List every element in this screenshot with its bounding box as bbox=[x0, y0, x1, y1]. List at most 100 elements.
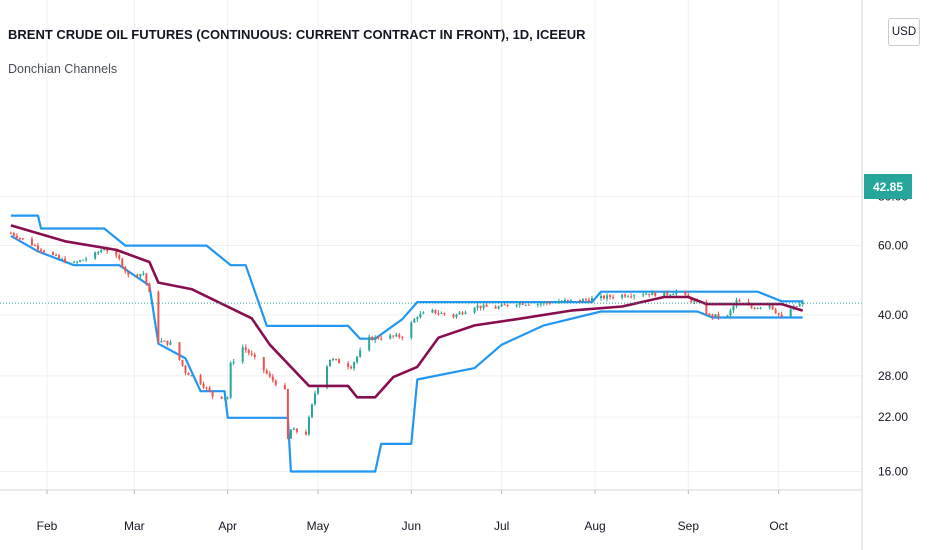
candle-body bbox=[58, 255, 61, 259]
candle-body bbox=[389, 335, 392, 339]
candle-body bbox=[693, 300, 696, 302]
candle-body bbox=[202, 383, 205, 388]
x-tick-label: Apr bbox=[218, 519, 237, 533]
candle-body bbox=[566, 299, 569, 301]
candle-body bbox=[39, 249, 42, 251]
indicator-legend-donchian[interactable]: Donchian Channels bbox=[8, 62, 118, 76]
candle-body bbox=[163, 340, 166, 342]
candle-body bbox=[184, 365, 187, 373]
currency-button[interactable]: USD bbox=[888, 18, 920, 46]
candle-body bbox=[15, 235, 18, 239]
candle-body bbox=[208, 387, 211, 392]
candle-body bbox=[419, 313, 422, 318]
candle-body bbox=[612, 297, 615, 299]
candle-body bbox=[52, 252, 55, 255]
candle-body bbox=[121, 258, 124, 268]
candle-body bbox=[268, 373, 271, 377]
candle-body bbox=[220, 396, 223, 399]
candle-body bbox=[666, 292, 669, 295]
candle-body bbox=[392, 335, 395, 337]
candle-body bbox=[774, 309, 777, 314]
candle-body bbox=[9, 233, 12, 235]
candle-body bbox=[368, 336, 371, 351]
candle-body bbox=[630, 296, 633, 298]
candle-body bbox=[79, 260, 82, 262]
candle-body bbox=[244, 347, 247, 351]
candle-body bbox=[335, 358, 338, 360]
candle-body bbox=[247, 350, 250, 354]
candle-body bbox=[416, 317, 419, 320]
candle-body bbox=[581, 299, 584, 302]
candle-body bbox=[139, 274, 142, 277]
candle-body bbox=[777, 313, 780, 315]
candle-body bbox=[789, 309, 792, 317]
candle-body bbox=[738, 300, 741, 302]
x-tick-label: Feb bbox=[37, 519, 58, 533]
y-tick-label: 28.00 bbox=[878, 369, 908, 383]
candle-body bbox=[178, 342, 181, 360]
candle-body bbox=[271, 376, 274, 381]
candle-body bbox=[801, 301, 804, 305]
candle-body bbox=[603, 295, 606, 299]
candle-body bbox=[401, 337, 404, 339]
candle-body bbox=[422, 312, 425, 314]
candle-body bbox=[265, 370, 268, 374]
candle-body bbox=[347, 363, 350, 367]
candle-body bbox=[476, 305, 479, 308]
candle-body bbox=[557, 301, 560, 304]
candle-body bbox=[18, 238, 21, 240]
candle-body bbox=[584, 299, 587, 301]
candle-body bbox=[437, 313, 440, 315]
candle-body bbox=[705, 301, 708, 315]
candle-body bbox=[338, 359, 341, 364]
candle-body bbox=[413, 319, 416, 323]
candle-body bbox=[473, 307, 476, 313]
candle-body bbox=[750, 305, 753, 308]
candle-body bbox=[350, 366, 353, 369]
candle-body bbox=[380, 338, 383, 340]
candle-body bbox=[353, 362, 356, 369]
candle-body bbox=[226, 397, 229, 399]
candle-body bbox=[798, 304, 801, 307]
y-tick-label: 60.00 bbox=[878, 239, 908, 253]
candle-body bbox=[187, 372, 190, 376]
candle-body bbox=[250, 353, 253, 355]
candle-body bbox=[316, 387, 319, 394]
candle-body bbox=[232, 361, 235, 363]
candle-body bbox=[578, 299, 581, 302]
candle-body bbox=[310, 404, 313, 418]
x-tick-label: Jul bbox=[494, 519, 509, 533]
x-tick-label: Mar bbox=[124, 519, 145, 533]
candle-body bbox=[395, 334, 398, 337]
candle-body bbox=[169, 342, 172, 345]
candlestick-series bbox=[9, 231, 804, 440]
candle-body bbox=[377, 336, 380, 339]
candle-body bbox=[711, 314, 714, 317]
candle-body bbox=[648, 293, 651, 296]
candle-body bbox=[124, 267, 127, 272]
candle-body bbox=[100, 250, 103, 253]
candle-body bbox=[569, 299, 572, 301]
candle-body bbox=[560, 301, 563, 303]
candle-body bbox=[606, 295, 609, 299]
candle-body bbox=[30, 238, 33, 246]
y-tick-label: 22.00 bbox=[878, 410, 908, 424]
symbol-title: BRENT CRUDE OIL FUTURES (CONTINUOUS: CUR… bbox=[8, 27, 586, 42]
candle-body bbox=[461, 312, 464, 314]
candle-body bbox=[21, 238, 24, 240]
candle-body bbox=[157, 291, 160, 343]
time-axis[interactable]: Feb Mar Apr May Jun Jul Aug Sep Oct bbox=[0, 489, 862, 533]
candle-body bbox=[12, 233, 15, 236]
candle-body bbox=[497, 306, 500, 309]
x-tick-label: May bbox=[307, 519, 330, 533]
candle-body bbox=[326, 366, 329, 388]
candle-body bbox=[482, 304, 485, 309]
candle-body bbox=[521, 302, 524, 305]
candle-body bbox=[64, 258, 67, 263]
candle-body bbox=[295, 428, 298, 432]
candle-body bbox=[94, 252, 97, 259]
candle-body bbox=[440, 312, 443, 314]
candle-body bbox=[223, 397, 226, 399]
